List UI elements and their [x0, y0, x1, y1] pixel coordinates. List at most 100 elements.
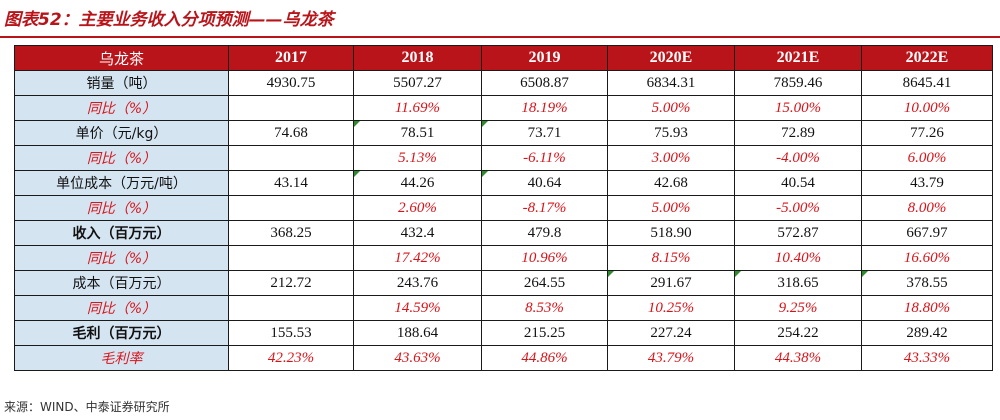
table-row: 毛利（百万元） 155.53 188.64 215.25 227.24 254.22 289… [14, 320, 993, 346]
data-cell: 44.86% [481, 345, 608, 371]
data-cell [228, 145, 354, 171]
page-title: 图表52：主要业务收入分项预测——乌龙茶 [4, 10, 334, 30]
data-cell: 667.97 [861, 220, 993, 246]
data-cell: 40.64 [481, 170, 608, 196]
data-cell: 78.51 [353, 120, 482, 146]
data-cell: 3.00% [607, 145, 735, 171]
data-cell: 9.25% [734, 295, 862, 321]
data-cell: 10.40% [734, 245, 862, 271]
data-cell: 227.24 [607, 320, 735, 346]
data-cell: 368.25 [228, 220, 354, 246]
row-label: 同比（%） [14, 95, 229, 121]
data-cell: 8.15% [607, 245, 735, 271]
data-cell: 10.00% [861, 95, 993, 121]
header-cell-year: 2020E [607, 45, 735, 71]
data-cell: 72.89 [734, 120, 862, 146]
data-cell: 10.96% [481, 245, 608, 271]
data-cell [228, 95, 354, 121]
data-cell: 5.13% [353, 145, 482, 171]
data-cell: 2.60% [353, 195, 482, 221]
data-cell: 43.33% [861, 345, 993, 371]
data-cell: 14.59% [353, 295, 482, 321]
row-label: 同比（%） [14, 245, 229, 271]
data-cell: 42.68 [607, 170, 735, 196]
data-cell: 6834.31 [607, 70, 735, 96]
data-cell: 10.25% [607, 295, 735, 321]
data-cell: 43.14 [228, 170, 354, 196]
data-cell: 155.53 [228, 320, 354, 346]
data-cell: 8.00% [861, 195, 993, 221]
data-cell: 572.87 [734, 220, 862, 246]
data-cell: -4.00% [734, 145, 862, 171]
header-cell-year: 2018 [353, 45, 482, 71]
row-label: 同比（%） [14, 145, 229, 171]
table-row: 同比（%） 2.60% -8.17% 5.00% -5.00% 8.00% [14, 195, 993, 221]
header-cell-year: 2017 [228, 45, 354, 71]
header-cell-year: 2019 [481, 45, 608, 71]
forecast-table: 乌龙茶 2017 2018 2019 2020E 2021E 2022E 销量（… [14, 45, 993, 371]
row-label: 同比（%） [14, 295, 229, 321]
data-cell: 40.54 [734, 170, 862, 196]
data-cell: 188.64 [353, 320, 482, 346]
data-cell: 289.42 [861, 320, 993, 346]
data-cell: 212.72 [228, 270, 354, 296]
data-cell: 432.4 [353, 220, 482, 246]
data-cell: -6.11% [481, 145, 608, 171]
row-label: 单位成本（万元/吨） [14, 170, 229, 196]
data-cell: 5507.27 [353, 70, 482, 96]
data-cell: 318.65 [734, 270, 862, 296]
row-label: 毛利率 [14, 345, 229, 371]
table-header-row: 乌龙茶 2017 2018 2019 2020E 2021E 2022E [14, 45, 993, 71]
row-label: 成本（百万元） [14, 270, 229, 296]
data-cell: 43.79 [861, 170, 993, 196]
data-cell: 6508.87 [481, 70, 608, 96]
row-label: 毛利（百万元） [14, 320, 229, 346]
data-cell: 16.60% [861, 245, 993, 271]
data-cell: 74.68 [228, 120, 354, 146]
data-cell: 243.76 [353, 270, 482, 296]
table-row: 同比（%） 17.42% 10.96% 8.15% 10.40% 16.60% [14, 245, 993, 271]
data-cell: 44.26 [353, 170, 482, 196]
data-cell: 7859.46 [734, 70, 862, 96]
data-cell: 4930.75 [228, 70, 354, 96]
table-row: 同比（%） 11.69% 18.19% 5.00% 15.00% 10.00% [14, 95, 993, 121]
data-cell: 479.8 [481, 220, 608, 246]
data-cell: 8.53% [481, 295, 608, 321]
data-cell: 291.67 [607, 270, 735, 296]
data-cell: 264.55 [481, 270, 608, 296]
row-label: 销量（吨） [14, 70, 229, 96]
data-cell: 42.23% [228, 345, 354, 371]
row-label: 同比（%） [14, 195, 229, 221]
data-cell: 43.63% [353, 345, 482, 371]
data-cell: 15.00% [734, 95, 862, 121]
table-row: 单价（元/kg） 74.68 78.51 73.71 75.93 72.89 77.26 [14, 120, 993, 146]
data-cell: -8.17% [481, 195, 608, 221]
header-cell-category: 乌龙茶 [14, 45, 229, 71]
table-row: 收入（百万元） 368.25 432.4 479.8 518.90 572.87 667.9… [14, 220, 993, 246]
header-cell-year: 2021E [734, 45, 862, 71]
data-cell: 44.38% [734, 345, 862, 371]
table-row: 同比（%） 14.59% 8.53% 10.25% 9.25% 18.80% [14, 295, 993, 321]
data-cell [228, 245, 354, 271]
data-cell: 18.19% [481, 95, 608, 121]
table-row: 成本（百万元） 212.72 243.76 264.55 291.67 318.65 378… [14, 270, 993, 296]
data-cell: 11.69% [353, 95, 482, 121]
table-row: 同比（%） 5.13% -6.11% 3.00% -4.00% 6.00% [14, 145, 993, 171]
data-cell: 254.22 [734, 320, 862, 346]
data-cell: 8645.41 [861, 70, 993, 96]
source-note: 来源：WIND、中泰证券研究所 [4, 400, 170, 414]
data-cell: 518.90 [607, 220, 735, 246]
data-cell: 5.00% [607, 95, 735, 121]
header-cell-year: 2022E [861, 45, 993, 71]
data-cell [228, 295, 354, 321]
data-cell: 77.26 [861, 120, 993, 146]
data-cell: 75.93 [607, 120, 735, 146]
table-row: 销量（吨） 4930.75 5507.27 6508.87 6834.31 7859.46… [14, 70, 993, 96]
data-cell: 17.42% [353, 245, 482, 271]
data-cell: 5.00% [607, 195, 735, 221]
data-cell: 215.25 [481, 320, 608, 346]
row-label: 收入（百万元） [14, 220, 229, 246]
row-label: 单价（元/kg） [14, 120, 229, 146]
table-row: 毛利率 42.23% 43.63% 44.86% 43.79% 44.38% 43.33% [14, 345, 993, 371]
data-cell: 6.00% [861, 145, 993, 171]
